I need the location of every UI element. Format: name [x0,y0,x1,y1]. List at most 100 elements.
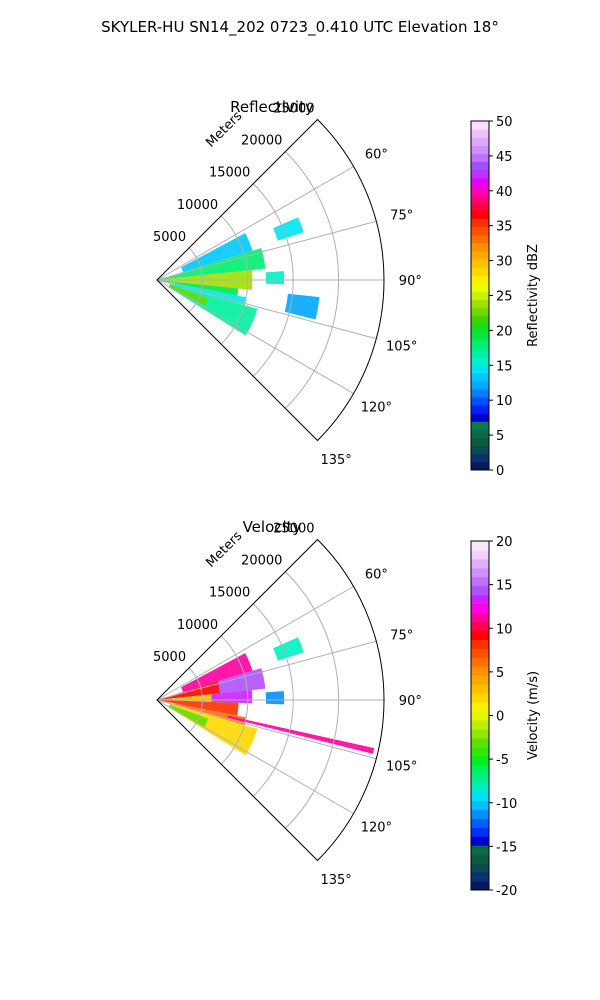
colorbar-swatch [471,800,489,810]
azimuth-tick-label: 90° [399,274,422,289]
colorbar-swatch [471,218,489,228]
colorbar-swatch [471,719,489,730]
colorbar-tick-label: 50 [496,115,513,130]
echo-region [273,217,304,241]
azimuth-tick-label: 120° [361,821,392,836]
colorbar-swatch [471,791,489,802]
colorbar-swatch [471,364,489,374]
azimuth-spoke [156,166,354,281]
range-tick-label: 10000 [177,198,218,213]
colorbar-swatch [471,648,489,658]
colorbar-tick-label: 20 [496,535,513,550]
colorbar-swatch [471,728,489,739]
colorbar-swatch [471,603,489,614]
colorbar-swatch [471,666,489,676]
colorbar-swatch [471,549,489,560]
azimuth-tick-label: 120° [361,401,392,416]
colorbar-swatch [471,380,489,390]
chart-title: Velocity [243,518,302,536]
azimuth-spoke [156,279,354,394]
range-tick-label: 15000 [209,586,250,601]
colorbar-swatch [471,210,489,219]
azimuth-tick-label: 105° [386,340,417,355]
colorbar-tick-label: 0 [496,710,504,725]
range-tick-label: 5000 [153,230,186,245]
range-tick-label: 25000 [273,101,314,116]
colorbar-swatch [471,429,489,439]
colorbar-swatch [471,161,489,171]
echo-region [265,691,285,705]
colorbar-swatch [471,567,489,578]
colorbar-swatch [471,585,489,596]
colorbar-swatch [471,827,489,837]
colorbar-swatch [471,234,489,244]
colorbar-swatch [471,202,489,211]
colorbar-swatch [471,388,489,398]
colorbar-swatch [471,396,489,406]
colorbar-tick-label: 5 [496,429,504,444]
echo-region [227,715,375,754]
colorbar-swatch [471,854,489,864]
azimuth-tick-label: 105° [386,760,417,775]
colorbar-tick-label: 25 [496,290,513,305]
echo-region [168,704,209,728]
colorbar-swatch [471,872,489,882]
sector-outline [156,118,385,442]
colorbar: -20 -15 -10 -5 0 5 10 15 20 Velocity (m/s) [470,535,541,899]
range-tick-label: 20000 [241,134,282,149]
colorbar-tick-label: -5 [496,753,509,768]
colorbar-swatch [471,177,489,187]
colorbar-tick-label: 20 [496,324,513,339]
colorbar-tick-label: 0 [496,464,504,479]
colorbar-swatch [471,773,489,784]
azimuth-tick-label: 135° [320,453,351,468]
colorbar-swatch [471,121,489,130]
colorbar-tick-label: 15 [496,359,513,374]
colorbar-tick-label: 15 [496,579,513,594]
colorbar-tick-label: 35 [496,220,513,235]
colorbar-swatch [471,445,489,455]
colorbar-swatch [471,558,489,569]
colorbar-tick-label: 10 [496,622,513,637]
echo-region [161,280,239,296]
azimuth-spoke [156,220,377,281]
colorbar-swatch [471,845,489,855]
colorbar-tick-label: 40 [496,185,513,200]
colorbar-swatch [471,258,489,268]
range-tick-label: 5000 [153,650,186,665]
colorbar-swatch [471,612,489,623]
colorbar-swatch [471,372,489,382]
colorbar-label: Velocity (m/s) [526,671,541,760]
colorbar-swatch [471,684,489,694]
colorbar-swatch [471,283,489,292]
colorbar-swatch [471,194,489,203]
sector-outline [156,538,385,862]
range-tick-label: 10000 [177,618,218,633]
colorbar-swatch [471,356,489,365]
colorbar-swatch [471,453,489,463]
echo-region [284,293,320,320]
colorbar-swatch [471,437,489,447]
colorbar-swatch [471,348,489,357]
colorbar-swatch [471,323,489,333]
colorbar-swatch [471,630,489,640]
colorbar-swatch [471,185,489,195]
colorbar-swatch [471,461,489,471]
azimuth-spoke [156,699,377,760]
azimuth-spoke [156,279,377,340]
radial-axis-label: Meters [203,528,245,570]
colorbar-swatch [471,881,489,891]
colorbar-swatch [471,242,489,252]
colorbar-swatch [471,169,489,179]
colorbar-label: Reflectivity dBZ [526,244,541,347]
colorbar-tick-label: -15 [496,840,517,855]
echo-region [265,271,285,285]
azimuth-tick-label: 75° [390,628,413,643]
echo-region [273,637,304,661]
azimuth-tick-label: 60° [365,147,388,162]
colorbar-swatch [471,657,489,667]
colorbar-swatch [471,405,489,414]
colorbar-swatch [471,541,489,551]
colorbar-swatch [471,746,489,757]
azimuth-spoke [156,699,354,814]
